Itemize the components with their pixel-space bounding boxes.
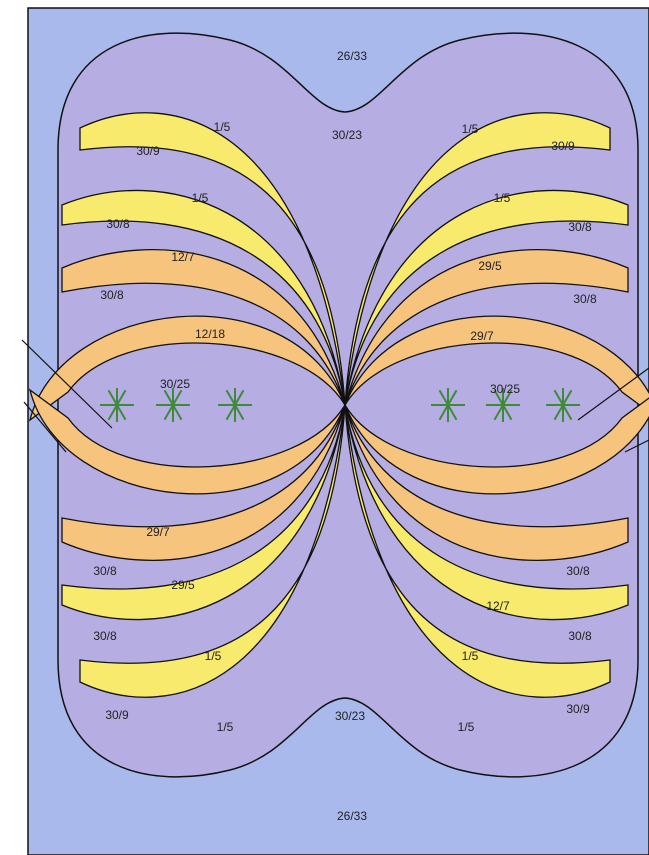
patch-label: 30/8 [93,629,117,643]
patch-label: 30/25 [160,377,190,391]
patch-label: 12/7 [486,599,510,613]
patch-label: 30/8 [566,564,590,578]
patch-label: 12/18 [195,327,225,341]
patch-label: 1/5 [192,191,209,205]
patch-label: 30/9 [566,702,590,716]
patch-label: 30/8 [568,629,592,643]
page: 26/33 30/23 1/5 1/5 30/9 30/9 1/5 1/5 30/8 30/8 12… [0,0,649,855]
patch-label: 12/7 [171,250,195,264]
patch-label: 29/7 [146,525,170,539]
patch-label: 29/5 [171,578,195,592]
patch-label: 30/23 [332,128,362,142]
patch-label: 1/5 [205,649,222,663]
patch-label: 29/5 [478,259,502,273]
patch-label: 1/5 [458,720,475,734]
patch-label: 30/8 [93,564,117,578]
patch-label: 1/5 [494,191,511,205]
patch-label: 1/5 [217,720,234,734]
patch-label: 1/5 [462,649,479,663]
patch-label: 30/9 [105,708,129,722]
patch-label: 30/23 [335,709,365,723]
patch-label: 30/9 [551,139,575,153]
patch-label: 30/8 [106,217,130,231]
patch-label: 30/25 [490,382,520,396]
patch-label: 26/33 [337,49,367,63]
patch-label: 1/5 [462,122,479,136]
patch-label: 29/7 [470,329,494,343]
quilt-diagram: 26/33 30/23 1/5 1/5 30/9 30/9 1/5 1/5 30/8 30/8 12… [0,0,649,855]
patch-label: 30/9 [136,144,160,158]
patch-label: 26/33 [337,809,367,823]
patch-label: 30/8 [568,220,592,234]
patch-label: 30/8 [573,292,597,306]
patch-label: 30/8 [100,288,124,302]
patch-label: 1/5 [214,120,231,134]
